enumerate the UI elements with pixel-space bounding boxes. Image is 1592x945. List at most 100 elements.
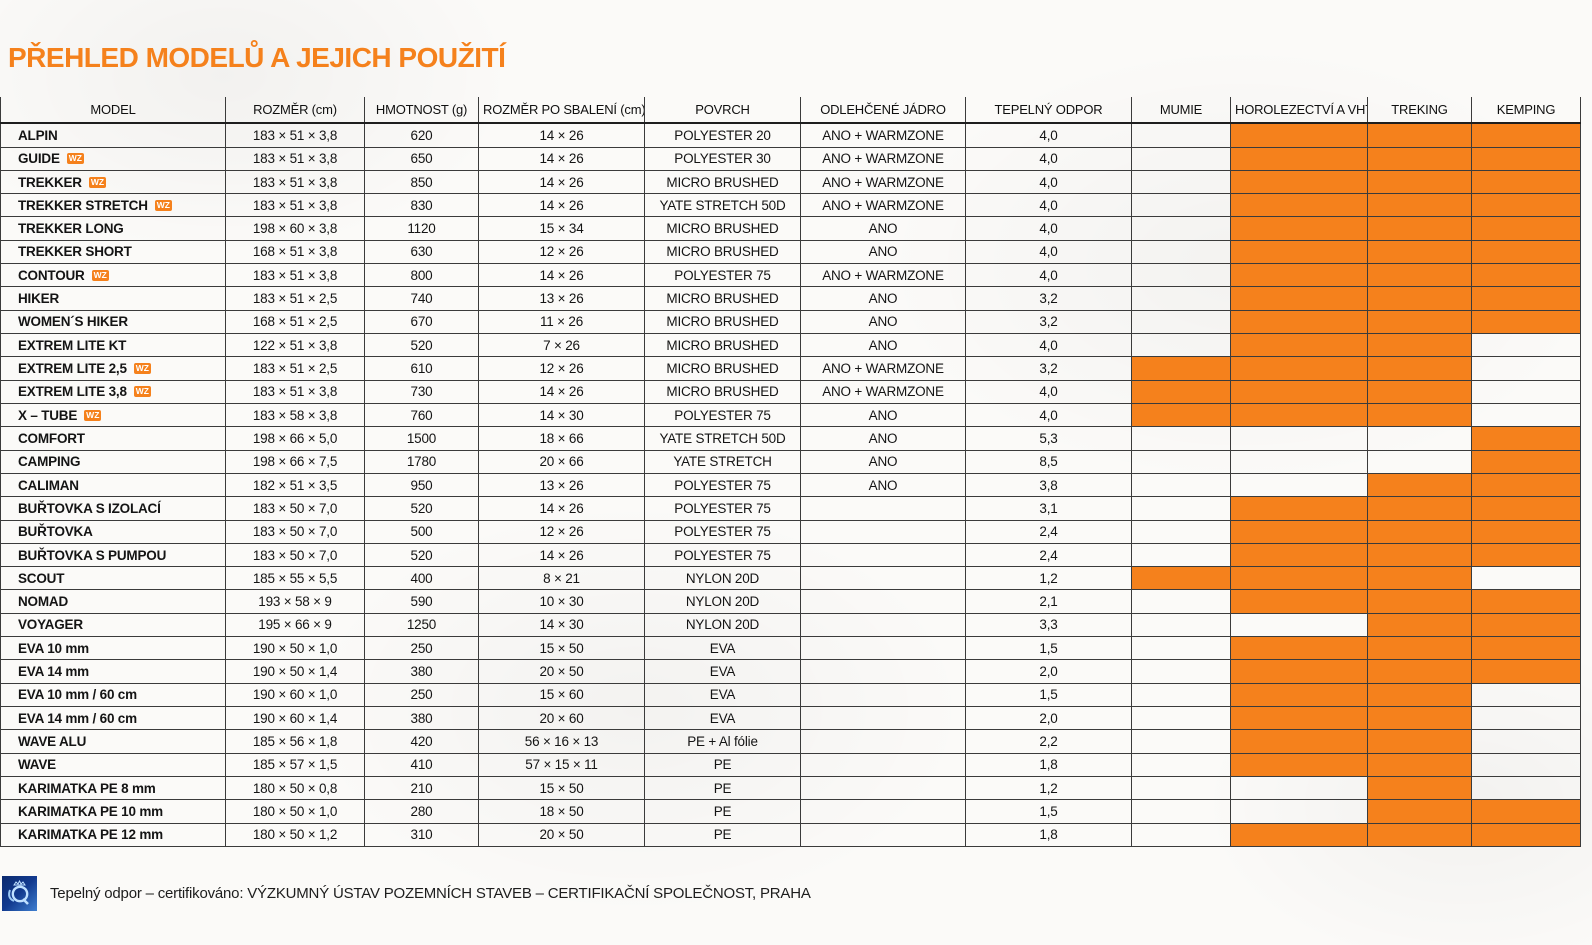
- sbaleni-cell: 8 × 21: [478, 566, 645, 591]
- sbaleni-cell: 14 × 26: [478, 263, 645, 288]
- model-name-cell: GUIDE WZ: [0, 146, 226, 171]
- usage-cell-kemping: [1471, 659, 1581, 684]
- hmotnost-cell: 730: [364, 379, 479, 404]
- rozmer-cell: 183 × 51 × 3,8: [225, 146, 365, 171]
- hmotnost-cell: 800: [364, 263, 479, 288]
- usage-cell-horolezectvi: [1230, 566, 1368, 591]
- usage-cell-kemping: [1471, 169, 1581, 195]
- povrch-cell: POLYESTER 75: [644, 542, 801, 568]
- usage-cell-kemping: [1471, 193, 1581, 218]
- usage-cell-horolezectvi: [1230, 612, 1368, 638]
- usage-cell-treking: [1367, 379, 1472, 404]
- sbaleni-cell: 7 × 26: [478, 333, 645, 358]
- model-name-cell: EXTREM LITE 3,8 WZ: [0, 379, 226, 404]
- povrch-cell: PE + Al fólie: [644, 729, 801, 754]
- usage-cell-treking: [1367, 472, 1472, 498]
- odpor-cell: 4,0: [965, 402, 1132, 428]
- povrch-cell: PE: [644, 822, 801, 848]
- jadro-cell: [800, 636, 966, 661]
- jadro-cell: [800, 682, 966, 708]
- usage-cell-treking: [1367, 682, 1472, 708]
- sbaleni-cell: 15 × 34: [478, 216, 645, 241]
- usage-cell-kemping: [1471, 682, 1581, 708]
- usage-cell-mumie: [1131, 239, 1231, 265]
- column-header-kemping: KEMPING: [1471, 97, 1581, 124]
- odpor-cell: 1,8: [965, 822, 1132, 848]
- usage-cell-kemping: [1471, 636, 1581, 661]
- usage-cell-treking: [1367, 636, 1472, 661]
- usage-cell-kemping: [1471, 356, 1581, 381]
- jadro-cell: ANO: [800, 333, 966, 358]
- table-row: EVA 10 mm / 60 cm 190 × 60 × 1,0 250 15 × 6…: [0, 682, 1581, 708]
- odpor-cell: 2,0: [965, 659, 1132, 684]
- table-row: EVA 14 mm / 60 cm 190 × 60 × 1,4 380 20 × 6…: [0, 706, 1581, 731]
- usage-cell-horolezectvi: [1230, 799, 1368, 824]
- usage-cell-kemping: [1471, 566, 1581, 591]
- usage-cell-horolezectvi: [1230, 309, 1368, 335]
- jadro-cell: [800, 659, 966, 684]
- usage-cell-kemping: [1471, 612, 1581, 638]
- povrch-cell: POLYESTER 75: [644, 472, 801, 498]
- sbaleni-cell: 20 × 60: [478, 706, 645, 731]
- hmotnost-cell: 520: [364, 496, 479, 521]
- rozmer-cell: 183 × 51 × 3,8: [225, 379, 365, 404]
- odpor-cell: 3,2: [965, 356, 1132, 381]
- table-row: WAVE ALU 185 × 56 × 1,8 420 56 × 16 × 13 PE …: [0, 729, 1581, 754]
- column-header-povrch: POVRCH: [644, 97, 801, 124]
- rozmer-cell: 182 × 51 × 3,5: [225, 472, 365, 498]
- povrch-cell: MICRO BRUSHED: [644, 379, 801, 404]
- warmzone-badge: WZ: [88, 176, 107, 188]
- model-name-cell: EVA 10 mm: [0, 636, 226, 661]
- usage-cell-horolezectvi: [1230, 356, 1368, 381]
- povrch-cell: POLYESTER 75: [644, 263, 801, 288]
- model-name-cell: BUŘTOVKA S IZOLACÍ: [0, 496, 226, 521]
- model-name-cell: KARIMATKA PE 10 mm: [0, 799, 226, 824]
- jadro-cell: [800, 752, 966, 777]
- column-header-treking: TREKING: [1367, 97, 1472, 124]
- usage-cell-horolezectvi: [1230, 169, 1368, 195]
- model-name-cell: EVA 10 mm / 60 cm: [0, 682, 226, 708]
- rozmer-cell: 183 × 51 × 3,8: [225, 193, 365, 218]
- model-name-cell: CONTOUR WZ: [0, 263, 226, 288]
- povrch-cell: NYLON 20D: [644, 612, 801, 638]
- jadro-cell: ANO + WARMZONE: [800, 169, 966, 195]
- rozmer-cell: 183 × 50 × 7,0: [225, 519, 365, 544]
- usage-cell-horolezectvi: [1230, 752, 1368, 777]
- rozmer-cell: 198 × 66 × 5,0: [225, 426, 365, 451]
- sbaleni-cell: 11 × 26: [478, 309, 645, 335]
- sbaleni-cell: 20 × 50: [478, 822, 645, 848]
- model-name-cell: HIKER: [0, 286, 226, 311]
- usage-cell-kemping: [1471, 775, 1581, 801]
- usage-cell-treking: [1367, 426, 1472, 451]
- models-table: MODEL ROZMĚR (cm) HMOTNOST (g) ROZMĚR PO…: [0, 97, 1581, 848]
- model-name-cell: COMFORT: [0, 426, 226, 451]
- usage-cell-mumie: [1131, 333, 1231, 358]
- hmotnost-cell: 210: [364, 775, 479, 801]
- rozmer-cell: 183 × 50 × 7,0: [225, 542, 365, 568]
- jadro-cell: [800, 775, 966, 801]
- jadro-cell: ANO + WARMZONE: [800, 122, 966, 148]
- rozmer-cell: 195 × 66 × 9: [225, 612, 365, 638]
- usage-cell-mumie: [1131, 169, 1231, 195]
- warmzone-badge: WZ: [133, 363, 151, 374]
- sbaleni-cell: 15 × 60: [478, 682, 645, 708]
- warmzone-badge: WZ: [133, 386, 151, 398]
- usage-cell-kemping: [1471, 333, 1581, 358]
- usage-cell-kemping: [1471, 146, 1581, 171]
- usage-cell-mumie: [1131, 122, 1231, 148]
- warmzone-badge: WZ: [154, 199, 172, 211]
- model-name-cell: ALPIN: [0, 122, 226, 148]
- usage-cell-treking: [1367, 193, 1472, 218]
- usage-cell-horolezectvi: [1230, 146, 1368, 171]
- usage-cell-kemping: [1471, 589, 1581, 614]
- table-row: KARIMATKA PE 12 mm 180 × 50 × 1,2 310 20 × …: [0, 822, 1581, 848]
- povrch-cell: MICRO BRUSHED: [644, 286, 801, 311]
- usage-cell-horolezectvi: [1230, 682, 1368, 708]
- table-row: X – TUBE WZ 183 × 58 × 3,8 760 14 × 30 POLYES…: [0, 402, 1581, 428]
- table-row: EXTREM LITE KT 122 × 51 × 3,8 520 7 × 26 MIC…: [0, 333, 1581, 358]
- povrch-cell: POLYESTER 75: [644, 402, 801, 428]
- usage-cell-mumie: [1131, 216, 1231, 241]
- usage-cell-mumie: [1131, 612, 1231, 638]
- sbaleni-cell: 20 × 50: [478, 659, 645, 684]
- usage-cell-treking: [1367, 822, 1472, 848]
